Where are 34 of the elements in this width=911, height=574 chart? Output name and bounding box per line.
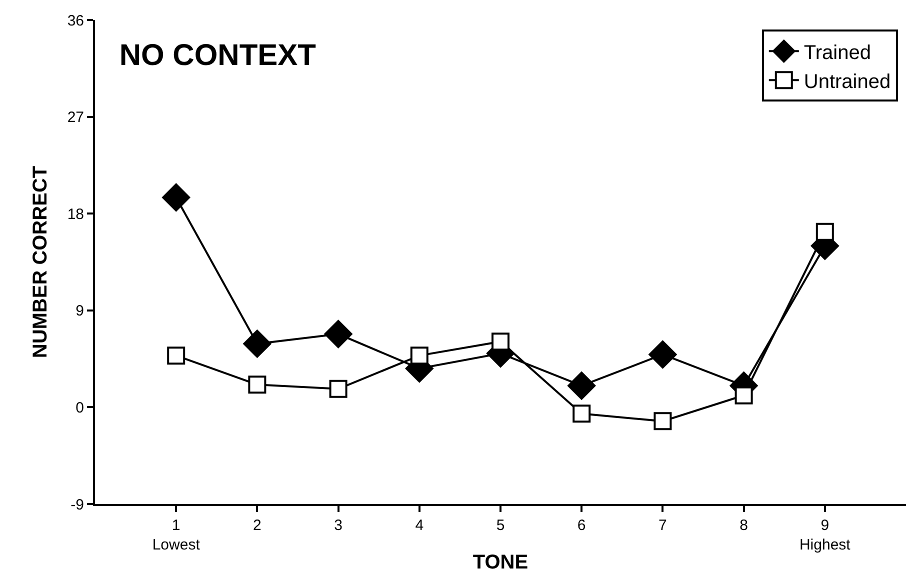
point: [329, 380, 348, 398]
y-tick-label: 36: [67, 12, 84, 30]
y-tick-label: 18: [67, 206, 84, 223]
y-tick-label: 27: [67, 109, 84, 126]
point: [162, 183, 190, 212]
x-tick-label: 4: [415, 517, 424, 534]
legend-label: Untrained: [804, 70, 891, 93]
point: [816, 222, 834, 241]
point: [248, 376, 266, 394]
x-axis-title: TONE: [472, 552, 528, 574]
y-axis-title: NUMBER CORRECT: [29, 166, 52, 358]
point: [324, 320, 352, 348]
point: [243, 330, 272, 358]
point: [648, 340, 677, 368]
text: NO CONTEXT: [119, 39, 316, 72]
point: [167, 346, 186, 365]
x-tick-label: 7: [658, 517, 667, 534]
x-tick-label: 5: [496, 517, 505, 534]
point: [654, 412, 672, 430]
x-tick-label: 8: [740, 517, 748, 534]
point: [572, 404, 591, 423]
x-tick-label: 1 Lowest: [152, 517, 201, 554]
x-tick-label: 6: [577, 517, 586, 534]
point: [410, 346, 428, 365]
x-tick-label: 2: [253, 517, 262, 534]
point: [568, 372, 596, 400]
point: [492, 332, 510, 351]
y-tick-label: -9: [70, 496, 84, 514]
point: [734, 386, 753, 404]
y-tick-label: 9: [76, 302, 84, 320]
x-tick-label: 9 Highest: [799, 517, 852, 554]
legend-label: Trained: [804, 42, 871, 64]
y-tick-label: 0: [76, 399, 84, 416]
x-tick-label: 3: [334, 517, 342, 534]
